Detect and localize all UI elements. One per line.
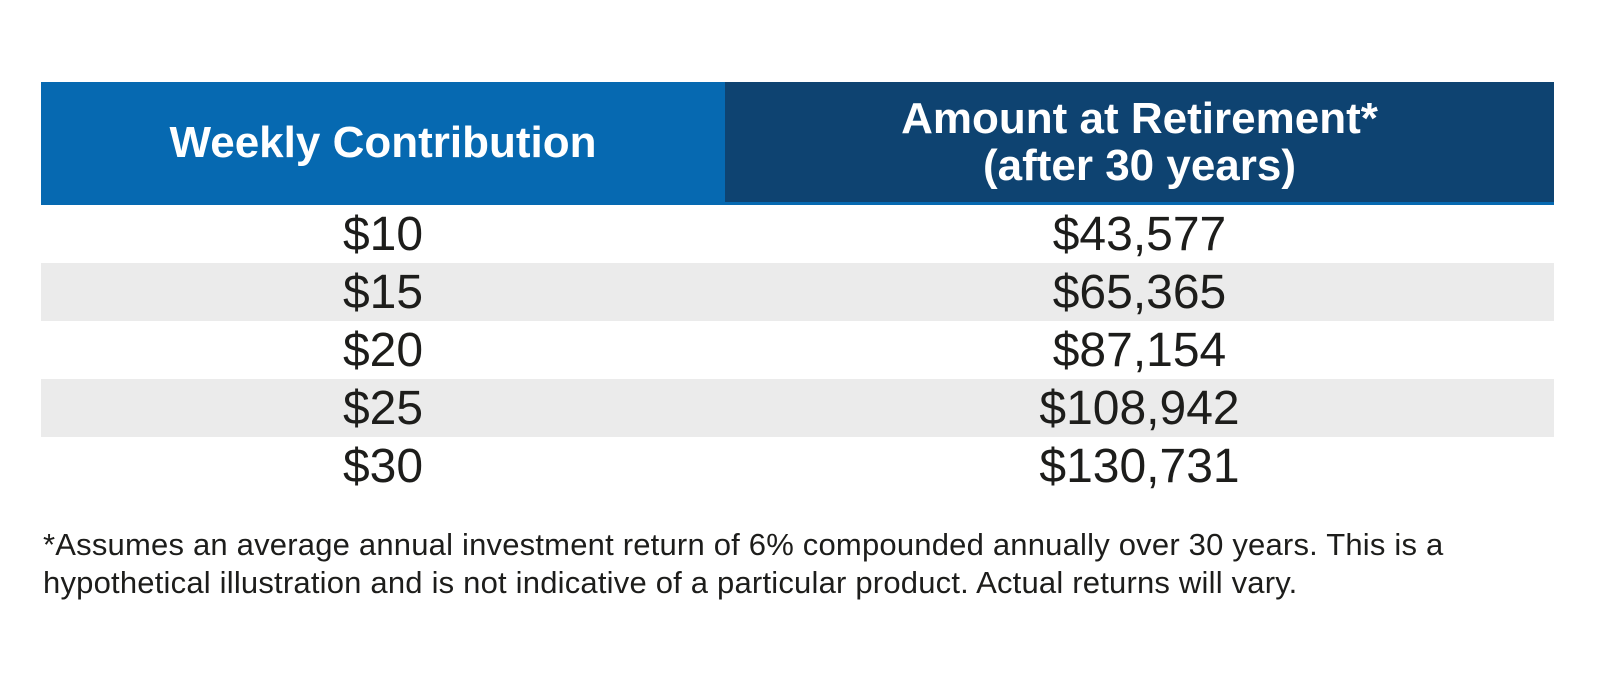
cell-amount-at-retirement: $108,942 <box>1039 381 1240 435</box>
column-header-label: Weekly Contribution <box>169 117 597 167</box>
header-divider-rule <box>41 202 1554 205</box>
cell-weekly-contribution: $25 <box>342 381 424 435</box>
cell-amount-at-retirement: $43,577 <box>1052 207 1227 261</box>
cell-weekly-contribution: $20 <box>342 323 424 377</box>
cell-weekly-contribution: $10 <box>342 207 424 261</box>
table-row: $25 $108,942 <box>41 379 1554 437</box>
footnote: *Assumes an average annual investment re… <box>43 526 1443 602</box>
retirement-table: Weekly Contribution Amount at Retirement… <box>41 82 1554 495</box>
column-header-weekly-contribution: Weekly Contribution <box>41 82 725 202</box>
cell-amount-at-retirement: $87,154 <box>1052 323 1227 377</box>
cell-weekly-contribution: $15 <box>342 265 424 319</box>
table-header-row: Weekly Contribution Amount at Retirement… <box>41 82 1554 202</box>
cell-amount-at-retirement: $130,731 <box>1039 439 1240 493</box>
footnote-line-2: hypothetical illustration and is not ind… <box>43 565 1298 600</box>
table-row: $20 $87,154 <box>41 321 1554 379</box>
table-row: $15 $65,365 <box>41 263 1554 321</box>
column-header-label-line2: (after 30 years) <box>982 141 1297 190</box>
table-row: $30 $130,731 <box>41 437 1554 495</box>
table-body: $10 $43,577 $15 $65,365 $20 $87,154 $25 … <box>41 205 1554 495</box>
footnote-line-1: *Assumes an average annual investment re… <box>43 527 1444 562</box>
table-row: $10 $43,577 <box>41 205 1554 263</box>
column-header-label-line1: Amount at Retirement* <box>901 94 1378 143</box>
cell-amount-at-retirement: $65,365 <box>1052 265 1227 319</box>
column-header-amount-at-retirement: Amount at Retirement* (after 30 years) <box>725 82 1554 202</box>
cell-weekly-contribution: $30 <box>342 439 424 493</box>
